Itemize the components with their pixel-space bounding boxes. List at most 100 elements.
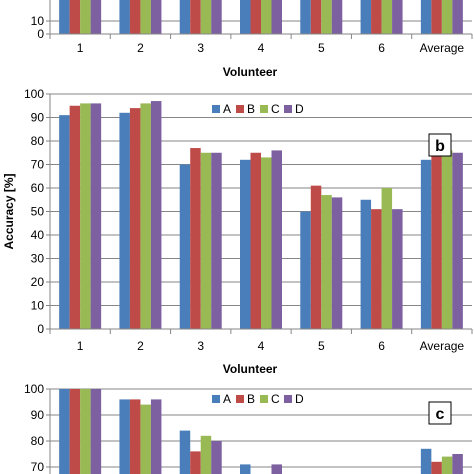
bar-a-B-Average bbox=[431, 0, 442, 34]
y-tick-label-a-0: 0 bbox=[37, 27, 44, 41]
bar-a-B-4 bbox=[250, 0, 261, 34]
bar-a-C-5 bbox=[321, 0, 332, 34]
bar-c-C-Average bbox=[441, 456, 453, 474]
legend-label-b-D: D bbox=[295, 102, 304, 116]
bar-b-A-6 bbox=[360, 199, 372, 329]
y-tick-label-b-90: 90 bbox=[31, 111, 45, 125]
bar-a-B-6 bbox=[371, 0, 382, 34]
bar-b-C-3 bbox=[200, 152, 212, 329]
legend-swatch-c-B bbox=[236, 395, 244, 403]
y-tick-label-b-80: 80 bbox=[31, 134, 45, 148]
bar-a-C-3 bbox=[200, 0, 212, 34]
legend-swatch-b-B bbox=[236, 105, 244, 113]
y-tick-label-b-0: 0 bbox=[37, 322, 44, 336]
bar-b-A-3 bbox=[179, 164, 191, 329]
bar-a-B-5 bbox=[310, 0, 322, 34]
x-tick-label-a-2: 2 bbox=[137, 41, 144, 55]
panel-letter-c: c bbox=[436, 406, 445, 423]
y-tick-label-a-10: 10 bbox=[31, 14, 45, 28]
bar-c-A-Average bbox=[420, 448, 432, 474]
legend-swatch-b-C bbox=[260, 105, 268, 113]
bar-a-A-Average bbox=[420, 0, 432, 34]
bar-a-A-6 bbox=[360, 0, 372, 34]
bar-b-D-4 bbox=[271, 150, 282, 329]
legend-label-b-C: C bbox=[271, 102, 280, 116]
y-tick-label-b-20: 20 bbox=[31, 275, 45, 289]
panel-letter-b: b bbox=[435, 138, 445, 155]
bar-a-B-1 bbox=[69, 0, 81, 34]
bar-c-D-4 bbox=[271, 464, 282, 474]
legend-label-b-A: A bbox=[223, 102, 231, 116]
x-tick-label-a-4: 4 bbox=[258, 41, 265, 55]
y-tick-label-b-40: 40 bbox=[31, 228, 45, 242]
bar-b-D-6 bbox=[392, 209, 403, 329]
bar-c-D-2 bbox=[150, 399, 162, 474]
x-tick-label-a-1: 1 bbox=[77, 41, 84, 55]
legend-c: A B C D bbox=[212, 392, 304, 406]
legend-label-c-B: B bbox=[247, 392, 255, 406]
bar-b-A-5 bbox=[300, 211, 311, 329]
panel-letter-box-c bbox=[428, 401, 452, 425]
y-tick-label-b-60: 60 bbox=[31, 181, 45, 195]
x-tick-label-b-4: 4 bbox=[258, 339, 265, 353]
y-tick-label-c-80: 80 bbox=[31, 434, 45, 448]
x-tick-label-b-5: 5 bbox=[318, 339, 325, 353]
x-tick-label-b-6: 6 bbox=[378, 339, 385, 353]
legend-label-b-B: B bbox=[247, 102, 255, 116]
legend-swatch-b-A bbox=[212, 105, 220, 113]
bar-b-A-Average bbox=[420, 159, 432, 329]
bar-a-D-4 bbox=[271, 0, 282, 34]
bar-a-A-5 bbox=[300, 0, 311, 34]
bar-a-C-1 bbox=[80, 0, 91, 34]
bar-b-B-3 bbox=[190, 148, 201, 329]
bar-c-D-Average bbox=[452, 454, 463, 474]
y-tick-label-c-90: 90 bbox=[31, 408, 45, 422]
bar-c-B-3 bbox=[190, 451, 201, 474]
bars-a bbox=[59, 0, 463, 34]
y-tick-label-b-70: 70 bbox=[31, 158, 45, 172]
bar-c-C-1 bbox=[80, 389, 91, 474]
y-tick-label-c-70: 70 bbox=[31, 460, 45, 474]
bar-c-A-3 bbox=[179, 430, 191, 474]
legend-swatch-c-D bbox=[284, 395, 292, 403]
bar-b-C-5 bbox=[321, 195, 332, 329]
bars-b bbox=[59, 101, 463, 330]
bars-c bbox=[59, 389, 463, 474]
panel-b: 0 10 20 30 40 50 60 70 80 90 100 1 2 3 4 5 6 Average Volun… bbox=[2, 87, 473, 376]
bar-c-D-3 bbox=[211, 441, 222, 474]
x-tick-label-b-3: 3 bbox=[197, 339, 204, 353]
legend-swatch-c-A bbox=[212, 395, 220, 403]
bar-b-C-4 bbox=[261, 157, 272, 329]
bar-b-D-5 bbox=[331, 197, 343, 329]
x-tick-label-b-Average: Average bbox=[420, 339, 465, 353]
bar-b-C-Average bbox=[441, 150, 453, 329]
bar-a-D-6 bbox=[392, 0, 403, 34]
bar-b-A-1 bbox=[59, 115, 70, 330]
bar-b-D-1 bbox=[90, 103, 102, 330]
y-tick-label-b-10: 10 bbox=[31, 299, 45, 313]
bar-a-C-4 bbox=[261, 0, 272, 34]
bar-c-C-2 bbox=[140, 404, 151, 474]
bar-a-B-3 bbox=[190, 0, 201, 34]
x-tick-label-b-2: 2 bbox=[137, 339, 144, 353]
bar-c-B-2 bbox=[129, 399, 141, 474]
x-tick-label-a-6: 6 bbox=[378, 41, 385, 55]
legend-label-c-C: C bbox=[271, 392, 280, 406]
bar-c-B-1 bbox=[69, 389, 81, 474]
bar-b-C-1 bbox=[80, 103, 91, 330]
x-tick-label-a-3: 3 bbox=[197, 41, 204, 55]
bar-b-B-6 bbox=[371, 209, 382, 329]
bar-c-A-2 bbox=[119, 399, 130, 474]
bar-c-C-3 bbox=[200, 435, 212, 474]
bar-b-B-Average bbox=[431, 152, 442, 329]
bar-a-D-2 bbox=[150, 0, 162, 34]
panel-letter-box-b bbox=[428, 133, 452, 157]
x-tick-label-b-1: 1 bbox=[77, 339, 84, 353]
x-tick-label-a-5: 5 bbox=[318, 41, 325, 55]
bar-b-B-1 bbox=[69, 105, 81, 329]
bar-b-C-2 bbox=[140, 103, 151, 330]
bar-c-D-1 bbox=[90, 389, 102, 474]
y-tick-label-b-30: 30 bbox=[31, 252, 45, 266]
y-tick-label-b-100: 100 bbox=[24, 87, 44, 101]
